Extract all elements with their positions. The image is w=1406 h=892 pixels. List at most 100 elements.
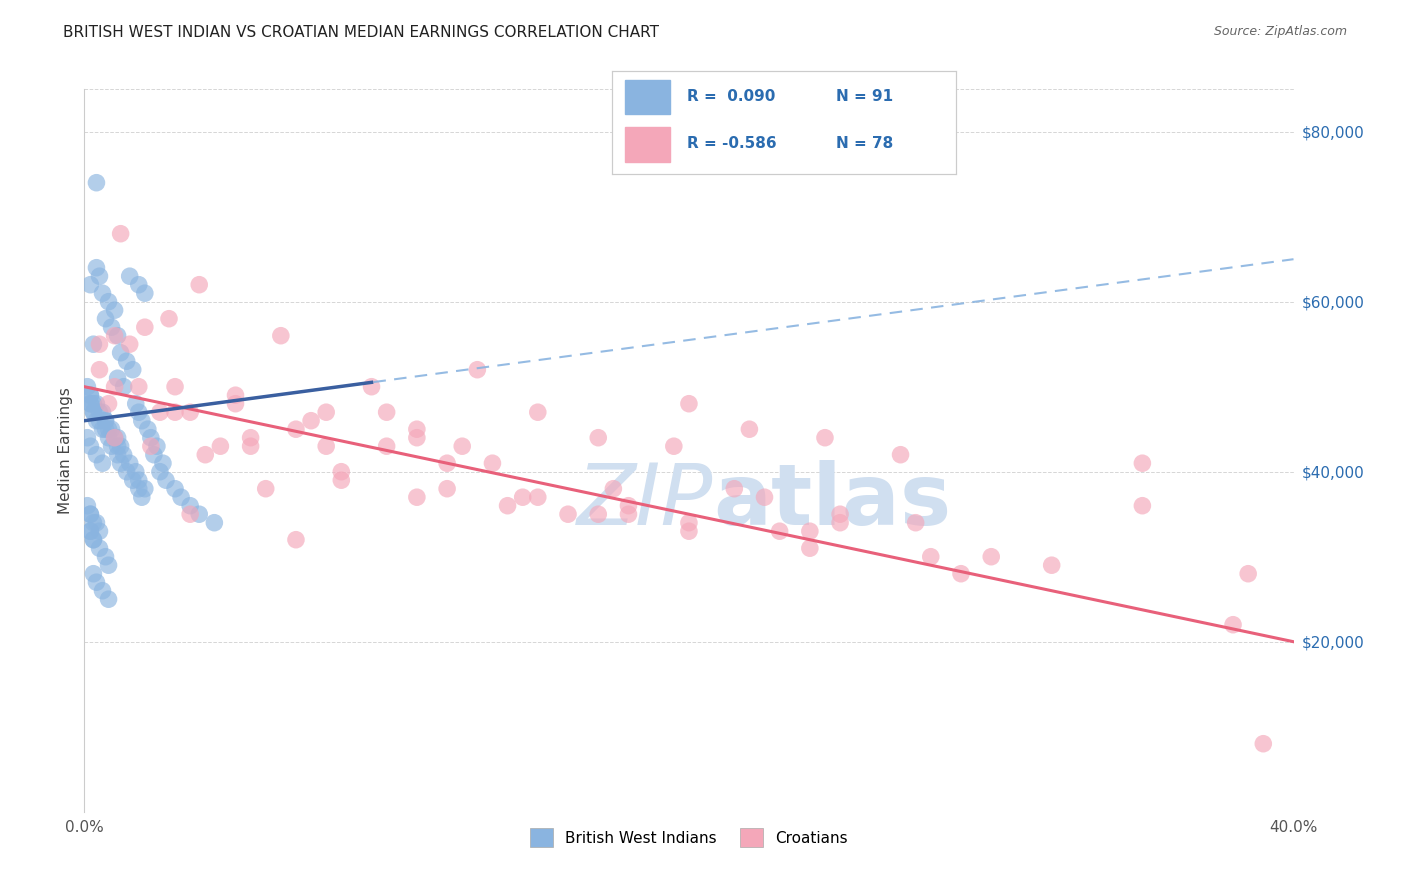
Point: [588, 431, 610, 445]
Point: [814, 431, 837, 445]
Point: [315, 439, 337, 453]
Point: [142, 448, 165, 462]
Point: [678, 524, 700, 539]
Text: ZIP: ZIP: [576, 459, 713, 542]
Point: [89, 414, 111, 428]
Point: [104, 380, 127, 394]
Point: [225, 397, 247, 411]
Point: [375, 439, 398, 453]
Point: [97, 397, 120, 411]
Point: [179, 507, 201, 521]
Point: [225, 388, 247, 402]
Point: [950, 566, 973, 581]
Point: [79, 277, 101, 292]
Point: [112, 380, 135, 394]
Point: [202, 516, 225, 530]
Point: [91, 405, 114, 419]
Point: [188, 277, 211, 292]
Point: [82, 533, 104, 547]
Point: [86, 575, 108, 590]
Point: [79, 507, 101, 521]
Point: [375, 405, 398, 419]
Point: [107, 371, 129, 385]
Point: [155, 473, 177, 487]
Point: [662, 439, 685, 453]
Point: [270, 328, 292, 343]
Point: [799, 541, 821, 556]
Point: [165, 380, 187, 394]
Point: [406, 431, 429, 445]
Point: [107, 431, 129, 445]
Point: [451, 439, 474, 453]
Point: [89, 405, 111, 419]
Point: [89, 337, 111, 351]
Point: [89, 362, 111, 376]
Point: [125, 465, 148, 479]
Point: [188, 507, 211, 521]
Point: [139, 431, 162, 445]
Point: [467, 362, 489, 376]
Point: [76, 431, 98, 445]
Point: [82, 516, 104, 530]
Text: BRITISH WEST INDIAN VS CROATIAN MEDIAN EARNINGS CORRELATION CHART: BRITISH WEST INDIAN VS CROATIAN MEDIAN E…: [63, 25, 659, 40]
Text: atlas: atlas: [713, 459, 952, 542]
Point: [1130, 456, 1153, 470]
Point: [82, 397, 104, 411]
Point: [118, 337, 141, 351]
Point: [91, 422, 114, 436]
Point: [104, 431, 127, 445]
Point: [121, 362, 143, 376]
Point: [97, 294, 120, 309]
Point: [115, 465, 138, 479]
Point: [131, 414, 153, 428]
Point: [94, 549, 117, 564]
Point: [89, 269, 111, 284]
Point: [79, 507, 101, 521]
Point: [82, 405, 104, 419]
Point: [254, 482, 277, 496]
Point: [128, 473, 150, 487]
Point: [97, 592, 120, 607]
Point: [82, 566, 104, 581]
Point: [110, 345, 132, 359]
Point: [1130, 499, 1153, 513]
Point: [557, 507, 579, 521]
Point: [91, 286, 114, 301]
Point: [86, 397, 108, 411]
Point: [904, 516, 927, 530]
Point: [678, 516, 700, 530]
Point: [128, 277, 150, 292]
Point: [97, 558, 120, 573]
Point: [157, 311, 180, 326]
Point: [91, 583, 114, 598]
Point: [76, 380, 98, 394]
Point: [738, 422, 761, 436]
Point: [79, 524, 101, 539]
Point: [86, 176, 108, 190]
Point: [107, 448, 129, 462]
Point: [980, 549, 1002, 564]
Point: [94, 311, 117, 326]
Point: [125, 397, 148, 411]
Point: [131, 490, 153, 504]
Point: [617, 499, 640, 513]
Point: [100, 422, 122, 436]
Point: [481, 456, 503, 470]
Point: [121, 473, 143, 487]
Point: [136, 422, 159, 436]
Point: [1237, 566, 1260, 581]
Point: [299, 414, 322, 428]
Text: N = 78: N = 78: [835, 136, 893, 151]
Point: [617, 507, 640, 521]
Point: [527, 405, 550, 419]
Point: [118, 456, 141, 470]
Point: [194, 448, 217, 462]
Point: [165, 405, 187, 419]
Point: [94, 414, 117, 428]
Point: [79, 388, 101, 402]
Point: [134, 320, 156, 334]
Point: [799, 524, 821, 539]
Point: [86, 516, 108, 530]
Point: [315, 405, 337, 419]
Point: [436, 482, 458, 496]
